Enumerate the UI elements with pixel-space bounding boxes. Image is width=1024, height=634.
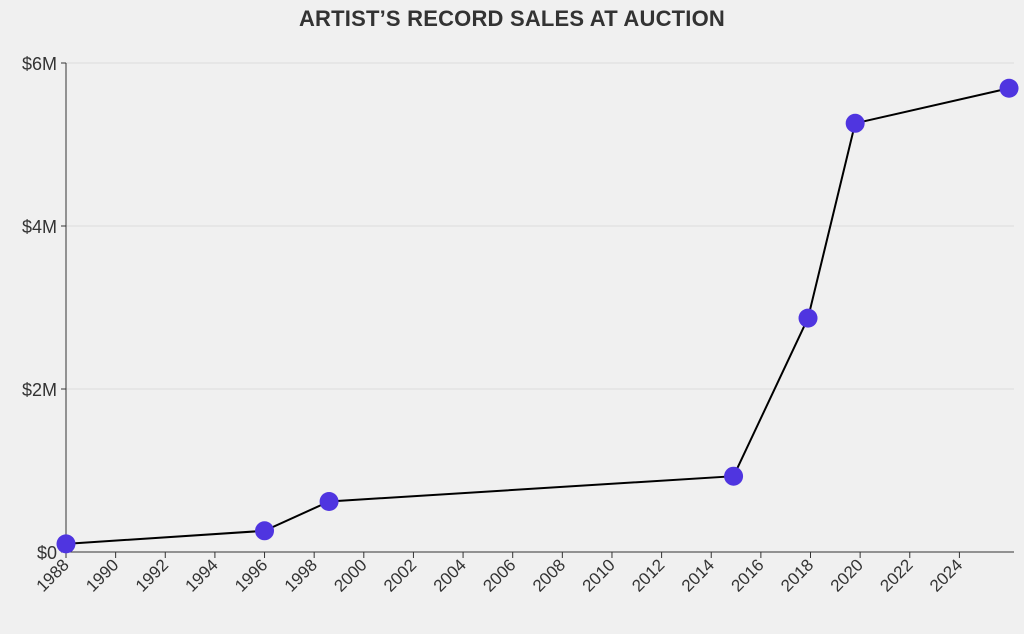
x-tick-label: 2008: [529, 555, 569, 595]
data-point[interactable]: [57, 534, 76, 553]
series-line: [66, 88, 1009, 544]
x-tick-label: 2012: [628, 555, 668, 595]
x-tick-label: 2024: [926, 555, 966, 595]
x-tick-label: 2020: [827, 555, 867, 595]
y-tick-label: $6M: [22, 54, 57, 74]
data-point[interactable]: [846, 114, 865, 133]
grid-lines: [66, 63, 1014, 389]
data-point[interactable]: [255, 521, 274, 540]
x-tick-label: 1994: [182, 555, 222, 595]
data-point[interactable]: [724, 467, 743, 486]
data-point[interactable]: [1000, 79, 1019, 98]
y-tick-label: $4M: [22, 217, 57, 237]
x-tick-label: 2014: [678, 555, 718, 595]
x-tick-label: 1992: [132, 555, 172, 595]
data-point[interactable]: [799, 309, 818, 328]
data-point[interactable]: [320, 492, 339, 511]
x-tick-label: 1998: [281, 555, 321, 595]
x-tick-label: 2018: [777, 555, 817, 595]
x-tick-label: 1996: [231, 555, 271, 595]
y-tick-label: $2M: [22, 380, 57, 400]
x-tick-label: 2000: [330, 555, 370, 595]
x-tick-label: 2010: [579, 555, 619, 595]
x-tick-label: 2016: [728, 555, 768, 595]
x-tick-label: 2002: [380, 555, 420, 595]
x-tick-label: 2004: [430, 555, 470, 595]
x-tick-label: 2006: [479, 555, 519, 595]
series-layer: [57, 79, 1019, 554]
x-tick-label: 2022: [876, 555, 916, 595]
x-tick-label: 1990: [82, 555, 122, 595]
